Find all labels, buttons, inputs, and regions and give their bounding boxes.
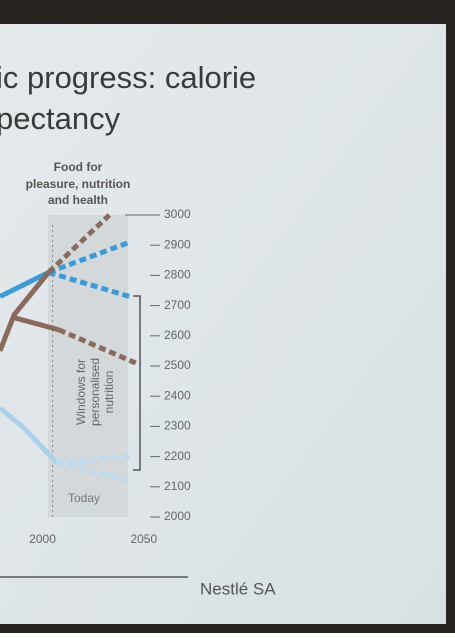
window-line: Windows for — [74, 359, 88, 425]
annotation-line: and health — [48, 193, 108, 207]
title-line: ic progress: calorie — [0, 60, 256, 95]
y-tick-label: 2900 — [164, 237, 191, 251]
footer: Nestlé SA — [200, 579, 276, 598]
y-tick-label: 2100 — [164, 479, 191, 493]
x-tick-label: 2050 — [130, 532, 157, 546]
y-tick-label: 2000 — [164, 509, 191, 523]
y-tick-label: 2700 — [164, 298, 191, 312]
annotation-line: pleasure, nutrition — [26, 177, 131, 191]
y-tick-label: 2800 — [164, 268, 191, 282]
y-tick-label: 2600 — [164, 328, 191, 342]
window-line: nutrition — [102, 371, 116, 414]
title-line: pectancy — [0, 101, 121, 136]
today-label: Today — [68, 491, 100, 505]
y-tick-label: 2300 — [164, 419, 191, 433]
x-tick-label: 2000 — [29, 532, 56, 546]
annotation-line: Food for — [54, 160, 103, 174]
y-tick-label: 2200 — [164, 449, 191, 463]
photo: ic progress: calorie pectancy Food for p… — [0, 0, 455, 633]
window-line: personalised — [88, 358, 102, 426]
y-tick-label: 3000 — [164, 207, 191, 221]
y-tick-label: 2400 — [164, 388, 191, 402]
y-tick-label: 2500 — [164, 358, 191, 372]
